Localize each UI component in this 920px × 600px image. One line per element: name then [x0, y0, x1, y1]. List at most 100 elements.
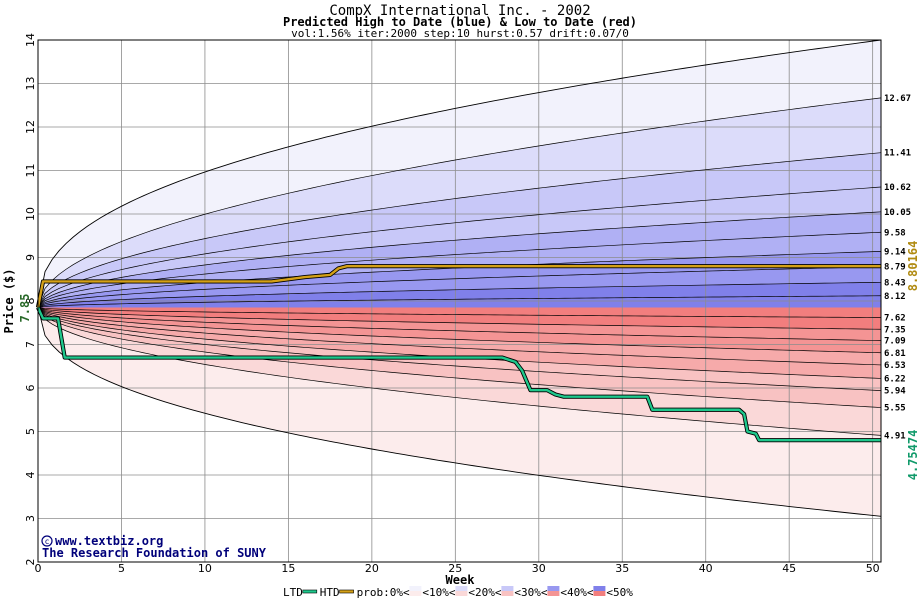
band-upper: [38, 40, 881, 308]
band-upper: [38, 187, 881, 308]
y-tick-label: 6: [24, 385, 37, 392]
legend-label-1: HTD: [320, 586, 340, 599]
legend-swatch-ltd: [302, 589, 318, 594]
series-line-ltd: [36, 307, 881, 442]
y-tick-label: 11: [24, 164, 37, 178]
percentile-curve: [37, 97, 882, 308]
x-tick-label: 40: [699, 562, 713, 575]
legend-swatch-blue: [593, 586, 606, 591]
legend-label-4: <20%<: [468, 586, 501, 599]
right-value-label: 11.41: [884, 149, 911, 159]
plot-frame: [37, 39, 882, 563]
right-value-labels: 12.67 11.41 10.62 10.05 9.58 9.14 8.79 8.43 8.12…: [884, 94, 911, 441]
percentile-curve: [37, 307, 882, 330]
x-tick-label: 25: [448, 562, 462, 575]
x-tick-label: 15: [281, 562, 295, 575]
percentile-curve: [37, 295, 882, 308]
legend-label-2: prob:0%<: [357, 586, 410, 599]
legend-label-3: <10%<: [422, 586, 455, 599]
legend-swatch-red: [455, 591, 468, 596]
band-lower: [38, 307, 881, 365]
legend-label-0: LTD: [283, 586, 303, 599]
band-lower: [38, 307, 881, 330]
x-axis-label: Week: [446, 573, 476, 587]
right-value-label: 7.62: [884, 314, 906, 324]
percentile-curve: [37, 307, 882, 318]
percentile-curves: [37, 39, 882, 517]
legend-swatch-blue: [455, 586, 468, 591]
band-lower: [38, 307, 881, 391]
chart-params: vol:1.56% iter:2000 step:10 hurst:0.57 d…: [291, 27, 629, 40]
y-tick-label: 2: [24, 559, 37, 566]
band-upper: [38, 232, 881, 308]
y-tick-label: 8: [24, 298, 37, 305]
right-value-label: 7.35: [884, 325, 906, 335]
legend-swatch-htd: [339, 589, 354, 594]
legend: LTD HTD prob:0%< <10%< <20%< <30%< <40%< <50%: [283, 586, 633, 599]
percentile-curve: [37, 307, 882, 391]
outer-upper-curve: [37, 39, 882, 308]
y-tick-label: 10: [24, 207, 37, 221]
percentile-curve: [37, 307, 882, 341]
right-value-label: 6.53: [884, 361, 906, 371]
y-tick-label: 12: [24, 120, 37, 134]
y-tick-label: 7: [24, 341, 37, 348]
x-tick-label: 35: [615, 562, 629, 575]
percentile-curve: [37, 231, 882, 308]
x-tick-label: 30: [532, 562, 546, 575]
legend-label-5: <30%<: [514, 586, 547, 599]
outer-lower-curve: [37, 307, 882, 517]
y-tick-label: 13: [24, 77, 37, 91]
band-lower: [38, 307, 881, 408]
start-price-label: 7.85: [18, 294, 32, 323]
right-value-label: 5.94: [884, 387, 906, 397]
percentile-curve: [37, 152, 882, 308]
percentile-curve: [37, 281, 882, 308]
y-tick-label: 3: [24, 515, 37, 522]
htd-final-label: 8.80164: [906, 241, 920, 292]
percentile-curve: [37, 211, 882, 308]
right-value-label: 9.58: [884, 228, 906, 238]
band-upper: [38, 152, 881, 308]
credits: c www.textbiz.org The Research Foundatio…: [41, 534, 267, 560]
legend-label-7: <50%: [606, 586, 633, 599]
legend-swatch-blue: [409, 586, 422, 591]
legend-swatch-red: [409, 591, 422, 596]
y-tick-label: 5: [24, 428, 37, 435]
band-lower: [38, 307, 881, 436]
percentile-curve: [37, 266, 882, 308]
right-value-label: 8.43: [884, 278, 906, 288]
right-value-label: 6.22: [884, 374, 906, 384]
x-tick-label: 5: [118, 562, 125, 575]
right-value-label: 10.62: [884, 183, 911, 193]
chart-subtitle: Predicted High to Date (blue) & Low to D…: [283, 15, 637, 29]
right-value-label: 6.81: [884, 349, 906, 359]
right-value-label: 8.12: [884, 292, 906, 302]
band-lower: [38, 307, 881, 341]
right-value-label: 9.14: [884, 247, 906, 257]
right-value-label: 5.55: [884, 404, 906, 414]
y-axis-label: Price ($): [2, 268, 16, 333]
right-value-label: 12.67: [884, 94, 911, 104]
percentile-curve: [37, 307, 882, 354]
band-upper: [38, 97, 881, 308]
chart-title: CompX International Inc. - 2002: [329, 3, 590, 19]
legend-swatch-red: [593, 591, 606, 596]
y-tick-label: 9: [24, 254, 37, 261]
band-lower: [38, 307, 881, 379]
band-lower: [38, 307, 881, 353]
x-tick-label: 45: [782, 562, 796, 575]
percentile-curve: [37, 186, 882, 308]
series-line-htd: [36, 265, 881, 308]
legend-swatch-blue: [547, 586, 560, 591]
x-tick-label: 50: [866, 562, 880, 575]
band-lower-core: [38, 307, 881, 318]
right-value-label: 10.05: [884, 208, 911, 218]
legend-label-6: <40%<: [560, 586, 593, 599]
copyright-icon-c: c: [45, 537, 50, 546]
percentile-curve: [37, 307, 882, 408]
right-value-label: 7.09: [884, 337, 906, 347]
legend-swatch-blue: [501, 586, 514, 591]
y-tick-label: 14: [24, 33, 37, 47]
